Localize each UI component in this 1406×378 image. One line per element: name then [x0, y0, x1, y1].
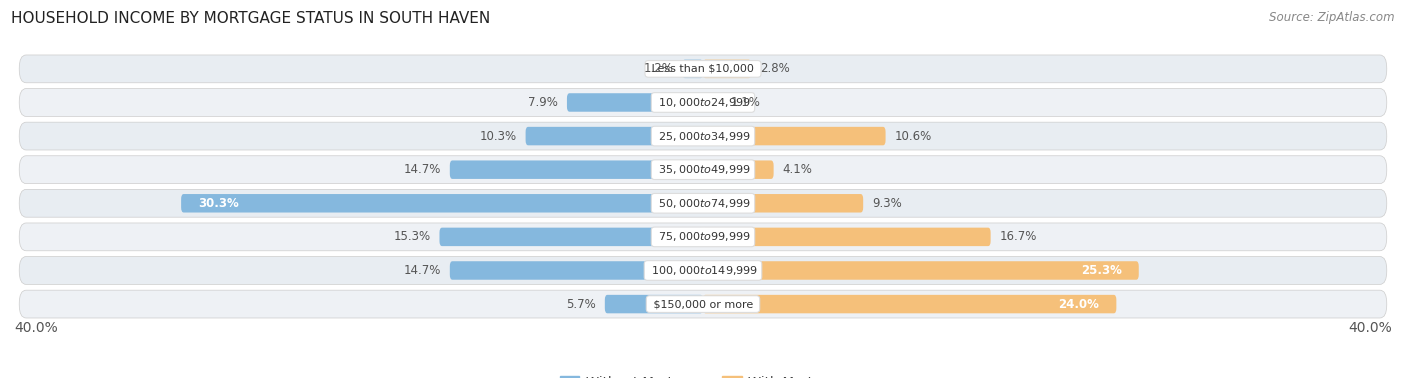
FancyBboxPatch shape [605, 295, 703, 313]
Text: Source: ZipAtlas.com: Source: ZipAtlas.com [1270, 11, 1395, 24]
FancyBboxPatch shape [20, 257, 1386, 284]
Text: HOUSEHOLD INCOME BY MORTGAGE STATUS IN SOUTH HAVEN: HOUSEHOLD INCOME BY MORTGAGE STATUS IN S… [11, 11, 491, 26]
FancyBboxPatch shape [567, 93, 703, 112]
Text: 10.6%: 10.6% [894, 130, 931, 143]
Text: $100,000 to $149,999: $100,000 to $149,999 [648, 264, 758, 277]
FancyBboxPatch shape [703, 261, 1139, 280]
Text: $25,000 to $34,999: $25,000 to $34,999 [655, 130, 751, 143]
Text: $35,000 to $49,999: $35,000 to $49,999 [655, 163, 751, 176]
FancyBboxPatch shape [526, 127, 703, 145]
FancyBboxPatch shape [703, 228, 991, 246]
FancyBboxPatch shape [20, 290, 1386, 318]
Text: 5.7%: 5.7% [567, 297, 596, 311]
FancyBboxPatch shape [450, 261, 703, 280]
Text: $50,000 to $74,999: $50,000 to $74,999 [655, 197, 751, 210]
FancyBboxPatch shape [20, 156, 1386, 184]
Text: 4.1%: 4.1% [782, 163, 813, 176]
Text: 1.2%: 1.2% [644, 62, 673, 75]
FancyBboxPatch shape [703, 93, 721, 112]
FancyBboxPatch shape [703, 295, 1116, 313]
Text: 15.3%: 15.3% [394, 230, 430, 243]
Text: 25.3%: 25.3% [1081, 264, 1122, 277]
FancyBboxPatch shape [440, 228, 703, 246]
Text: 40.0%: 40.0% [1348, 321, 1392, 335]
FancyBboxPatch shape [703, 127, 886, 145]
FancyBboxPatch shape [703, 194, 863, 212]
FancyBboxPatch shape [703, 160, 773, 179]
FancyBboxPatch shape [703, 60, 751, 78]
Text: 14.7%: 14.7% [404, 163, 441, 176]
Text: 24.0%: 24.0% [1059, 297, 1099, 311]
Text: 9.3%: 9.3% [872, 197, 901, 210]
FancyBboxPatch shape [20, 55, 1386, 83]
Text: 30.3%: 30.3% [198, 197, 239, 210]
FancyBboxPatch shape [20, 223, 1386, 251]
Text: 2.8%: 2.8% [759, 62, 790, 75]
Text: 7.9%: 7.9% [529, 96, 558, 109]
FancyBboxPatch shape [450, 160, 703, 179]
Legend: Without Mortgage, With Mortgage: Without Mortgage, With Mortgage [560, 376, 846, 378]
Text: $75,000 to $99,999: $75,000 to $99,999 [655, 230, 751, 243]
FancyBboxPatch shape [20, 88, 1386, 116]
Text: $10,000 to $24,999: $10,000 to $24,999 [655, 96, 751, 109]
FancyBboxPatch shape [181, 194, 703, 212]
Text: 1.1%: 1.1% [731, 96, 761, 109]
Text: $150,000 or more: $150,000 or more [650, 299, 756, 309]
Text: Less than $10,000: Less than $10,000 [648, 64, 758, 74]
FancyBboxPatch shape [682, 60, 703, 78]
Text: 16.7%: 16.7% [1000, 230, 1036, 243]
FancyBboxPatch shape [20, 122, 1386, 150]
Text: 10.3%: 10.3% [479, 130, 517, 143]
Text: 40.0%: 40.0% [14, 321, 58, 335]
Text: 14.7%: 14.7% [404, 264, 441, 277]
FancyBboxPatch shape [20, 189, 1386, 217]
